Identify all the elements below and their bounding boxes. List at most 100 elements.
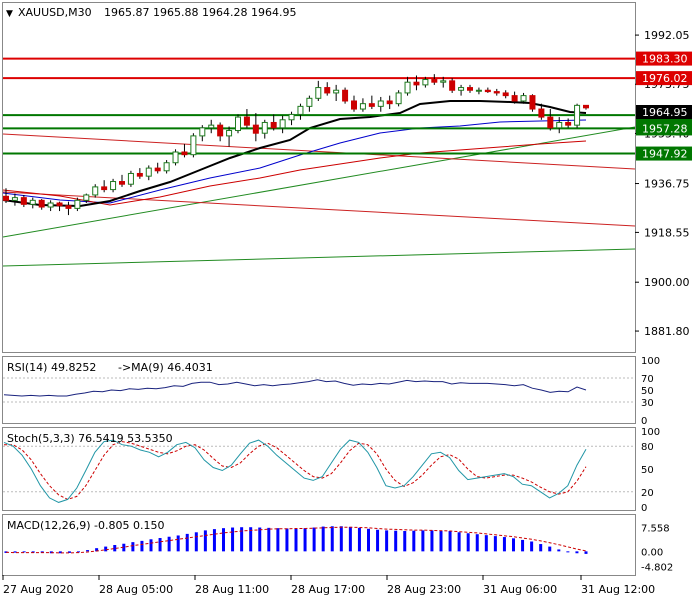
macd-bar — [231, 527, 235, 552]
macd-bar — [86, 550, 90, 552]
macd-bar — [249, 527, 253, 552]
time-tick-label: 31 Aug 06:00 — [483, 583, 557, 596]
macd-bar — [294, 528, 298, 552]
candle-body — [431, 79, 438, 83]
macd-bar — [457, 532, 461, 552]
candle-body — [538, 108, 545, 118]
macd-tick-label: 7.558 — [641, 523, 670, 534]
candle-body — [92, 186, 99, 196]
level-tag-label: 1947.92 — [642, 148, 688, 161]
price-panel — [2, 2, 636, 353]
candle-body — [458, 87, 465, 91]
candle-body — [74, 199, 81, 209]
candle-body — [11, 197, 18, 201]
macd-bar — [77, 551, 80, 553]
macd-bar — [466, 533, 470, 552]
macd-tick-label: 0.00 — [641, 547, 663, 558]
macd-bar — [140, 540, 144, 552]
macd-bar — [512, 538, 515, 552]
current-price-tag: 1964.95 — [636, 105, 692, 119]
macd-bar — [385, 530, 389, 552]
stoch-main-line — [3, 439, 587, 503]
stoch-tick-label: 80 — [641, 442, 654, 453]
macd-bar — [167, 536, 171, 552]
candle-body — [547, 116, 554, 129]
macd-bar — [421, 530, 425, 552]
candle-body — [127, 172, 134, 185]
macd-bar — [222, 528, 225, 552]
trendline-green-lower — [2, 248, 636, 267]
candle-body — [261, 121, 268, 134]
candle-body — [306, 97, 313, 107]
candle-body — [252, 124, 259, 134]
macd-bar — [22, 551, 26, 553]
macd-bar — [357, 527, 361, 552]
rsi-tick-label: 0 — [641, 416, 647, 427]
macd-bar — [149, 539, 153, 552]
trendline-green-upper — [2, 126, 636, 238]
candle-body — [333, 89, 340, 94]
candle-body — [324, 87, 331, 94]
macd-bar — [330, 526, 334, 552]
macd-bar — [321, 526, 325, 552]
macd-bar — [312, 527, 316, 552]
time-axis: 27 Aug 2020 28 Aug 05:00 28 Aug 11:00 28 Au… — [2, 575, 655, 596]
macd-bar — [475, 534, 479, 552]
candle-body — [83, 194, 90, 201]
rsi-label: RSI(14) 49.8252 — [7, 361, 96, 374]
candle-body — [351, 100, 357, 110]
level-tag-label: 1983.30 — [642, 53, 688, 66]
candle-body — [243, 116, 250, 126]
rsi-panel — [2, 356, 636, 424]
candle-body — [475, 89, 482, 92]
candle-body — [154, 167, 161, 172]
macd-bar — [530, 541, 534, 552]
candle-body — [270, 121, 277, 129]
collapse-arrow-icon[interactable]: ▼ — [6, 9, 13, 19]
macd-bar — [493, 536, 497, 552]
ohlc-values: 1965.87 1965.88 1964.28 1964.95 — [104, 6, 296, 19]
candle-body — [297, 105, 304, 115]
macd-bar — [448, 531, 452, 552]
macd-bar — [557, 549, 561, 552]
level-tag-box — [636, 146, 692, 161]
macd-bar — [31, 551, 35, 553]
time-tick-label: 28 Aug 17:00 — [291, 583, 365, 596]
macd-bar — [203, 530, 207, 552]
stoch-signal-line — [4, 441, 587, 500]
macd-grid: 7.558 0.00 -4.802 — [641, 523, 673, 573]
candle-body — [29, 199, 36, 205]
candle-body — [529, 95, 536, 110]
level-tag-box — [636, 71, 692, 86]
time-tick-label: 28 Aug 23:00 — [387, 583, 461, 596]
rsi-tick-label: 70 — [641, 374, 654, 385]
candle-body — [359, 103, 366, 110]
candle-body — [235, 116, 241, 132]
price-tick-label: 1900.00 — [644, 276, 690, 289]
stoch-tick-label: 20 — [641, 488, 654, 499]
stoch-label: Stoch(5,3,3) 76.5419 53.5350 — [7, 432, 173, 445]
ma-red-line — [2, 140, 587, 206]
rsi-ma-label: ->MA(9) 46.4031 — [118, 361, 213, 374]
candle-body — [288, 113, 295, 121]
candle-body — [565, 121, 572, 126]
macd-bar — [584, 551, 588, 554]
candle-body — [226, 130, 233, 137]
candle-body — [467, 87, 473, 91]
price-tick-label: 1918.55 — [644, 226, 690, 239]
macd-signal-line — [5, 526, 587, 554]
candle-body — [145, 167, 152, 177]
stoch-tick-label: 0 — [641, 503, 647, 514]
macd-bar — [484, 535, 488, 552]
candle-body — [163, 162, 170, 172]
macd-bar — [575, 551, 579, 554]
macd-bar — [258, 527, 262, 552]
time-tick-label: 28 Aug 05:00 — [99, 583, 173, 596]
price-ma-black-line — [2, 100, 587, 208]
macd-bar — [348, 526, 352, 552]
candle-body — [342, 89, 349, 102]
candles — [3, 74, 589, 216]
macd-bar — [212, 529, 216, 552]
rsi-tick-label: 50 — [641, 386, 654, 397]
